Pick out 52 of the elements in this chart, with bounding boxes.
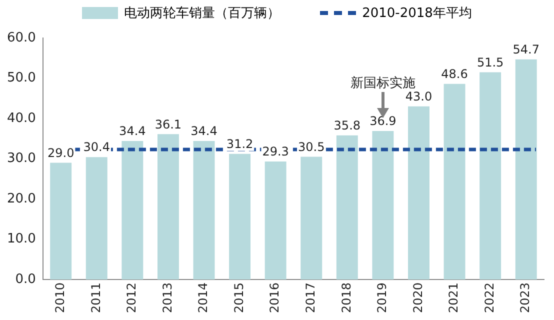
data-label: 54.7 <box>512 42 540 56</box>
bar <box>300 156 322 280</box>
legend-label: 2010-2018年平均 <box>362 5 472 22</box>
x-tick-label: 2020 <box>410 282 425 314</box>
bar <box>157 134 179 280</box>
x-tick-label: 2013 <box>160 282 174 314</box>
x-tick-label: 2012 <box>124 282 139 314</box>
data-label: 34.4 <box>190 124 218 138</box>
y-tick-label: 60.0 <box>6 30 36 46</box>
bar <box>372 130 394 280</box>
bar <box>336 135 358 280</box>
y-tick-label: 20.0 <box>6 191 36 206</box>
x-tick-label: 2019 <box>375 282 390 314</box>
x-tick-label: 2018 <box>339 282 354 314</box>
data-label: 36.9 <box>370 114 396 128</box>
y-tick-label: 50.0 <box>6 70 36 86</box>
bar <box>122 141 144 280</box>
x-tick-label: 2011 <box>88 282 103 314</box>
x-tick-label: 2010 <box>52 282 67 314</box>
data-label: 35.8 <box>334 118 361 133</box>
bar <box>50 162 72 280</box>
bar <box>193 141 215 280</box>
y-tick-label: 10.0 <box>6 232 36 247</box>
y-tick-label: 40.0 <box>6 110 36 126</box>
y-tick-label: 30.0 <box>6 151 36 166</box>
bar <box>86 157 108 280</box>
legend-label: 电动两轮车销量（百万辆） <box>124 5 280 22</box>
data-label: 29.0 <box>47 146 74 160</box>
data-label: 34.4 <box>119 124 146 138</box>
data-label: 51.5 <box>476 55 504 70</box>
bar <box>264 162 286 280</box>
data-label: 48.6 <box>441 67 468 82</box>
bar <box>229 154 251 280</box>
data-label: 30.4 <box>83 140 110 154</box>
bar <box>444 84 466 280</box>
x-tick-label: 2022 <box>482 282 496 314</box>
x-tick-label: 2015 <box>232 282 246 314</box>
bar <box>515 59 537 280</box>
annotation: 新国标实施 <box>350 76 416 91</box>
data-label: 36.1 <box>154 117 182 132</box>
data-label: 30.5 <box>298 140 325 154</box>
x-tick-label: 2021 <box>446 282 461 314</box>
x-tick-label: 2014 <box>196 282 210 314</box>
x-tick-label: 2023 <box>518 282 532 314</box>
data-label: 31.2 <box>226 137 254 152</box>
data-label: 29.3 <box>262 144 289 159</box>
bar <box>408 106 430 280</box>
data-label: 43.0 <box>405 90 432 104</box>
bar <box>480 72 502 280</box>
x-tick-label: 2016 <box>268 282 282 314</box>
y-tick-label: 0.0 <box>15 272 36 287</box>
x-tick-label: 2017 <box>303 282 318 314</box>
